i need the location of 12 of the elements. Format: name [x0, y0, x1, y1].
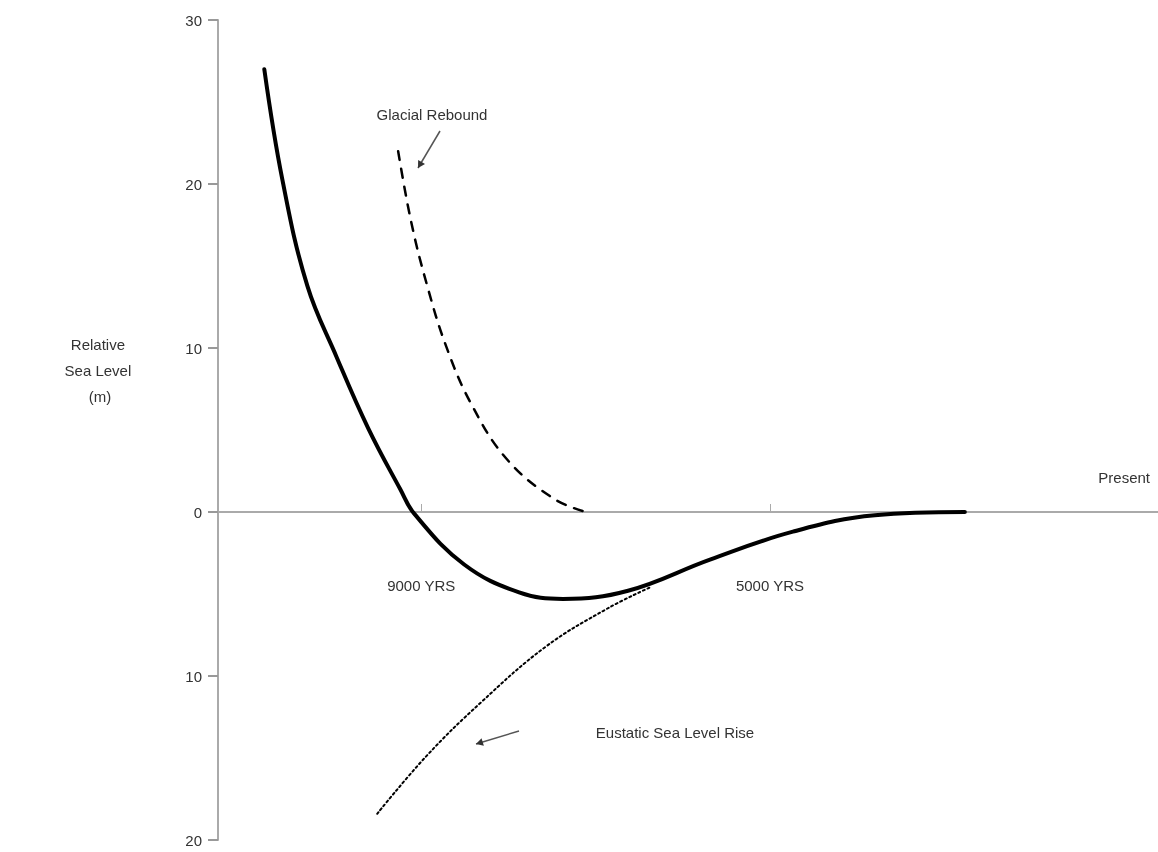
y-tick-label: 20 — [185, 831, 202, 849]
x-tick-label: 9000 YRS — [387, 576, 456, 594]
annotation: Present — [1098, 468, 1151, 486]
annotation: Eustatic Sea Level Rise — [595, 723, 755, 741]
y-tick-label: 0 — [193, 503, 202, 521]
y-tick-label: 10 — [185, 667, 202, 685]
annotation: Glacial Rebound — [376, 105, 488, 123]
y-tick-label: 30 — [185, 11, 202, 29]
x-tick-label: 5000 YRS — [735, 576, 805, 594]
y-tick-label: 20 — [185, 175, 202, 193]
y-axis-title: Relative Sea Level (m) — [64, 335, 136, 405]
y-tick-label: 10 — [185, 339, 202, 357]
